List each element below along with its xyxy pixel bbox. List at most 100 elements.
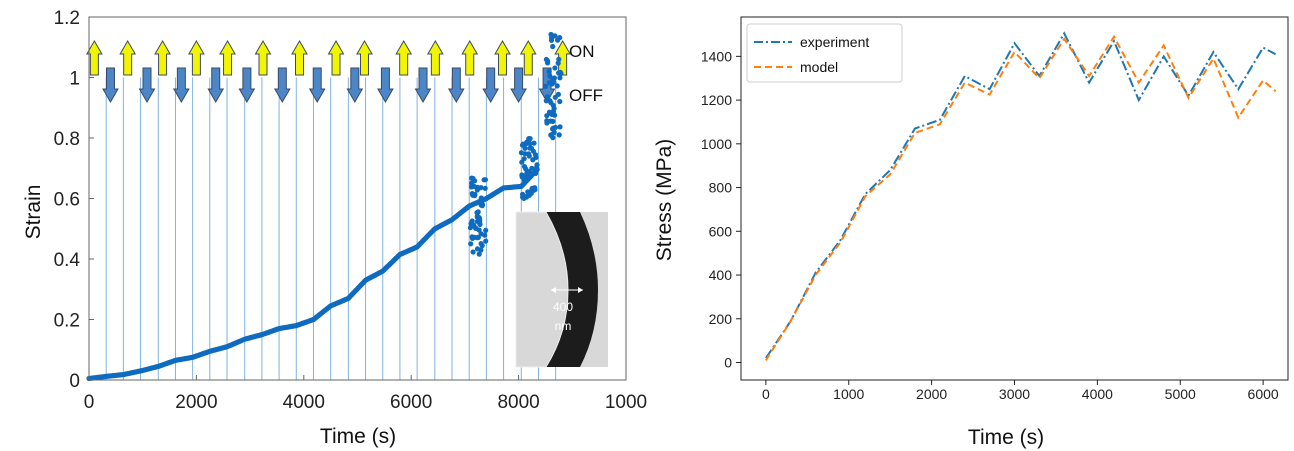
on-arrow-5 <box>254 39 272 76</box>
on-arrow-9 <box>395 39 413 76</box>
strain-scatter-point <box>521 177 527 183</box>
off-label: OFF <box>569 86 603 105</box>
strain-scatter-point <box>550 118 556 124</box>
sem-inset-image: 400 nm <box>515 211 608 368</box>
strain-scatter-point <box>556 70 562 76</box>
strain-scatter-point <box>521 156 527 162</box>
strain-scatter-point <box>551 75 558 81</box>
strain-y-tick-label: 1.2 <box>54 8 80 29</box>
strain-scatter-point <box>556 132 562 138</box>
stress-chart: 0 1000 2000 3000 4000 5000 6000 0 200 400 600 800 10… <box>653 16 1289 449</box>
strain-scatter-point <box>555 37 561 43</box>
inset-scale-value: 400 <box>553 300 573 314</box>
strain-y-tick-label: 0 <box>69 371 80 392</box>
on-label: ON <box>569 42 595 61</box>
strain-scatter-point <box>551 79 557 85</box>
stress-axes: 0 1000 2000 3000 4000 5000 6000 0 200 400 600 800 10… <box>701 48 1279 402</box>
on-arrow-1 <box>119 39 137 76</box>
strain-scatter-point <box>545 60 551 66</box>
strain-scatter-point <box>523 194 530 200</box>
strain-scatter-point <box>476 251 482 257</box>
strain-scatter-point <box>543 98 549 104</box>
stress-y-axis-label: Stress (MPa) <box>653 139 676 262</box>
strain-x-axis-label: Time (s) <box>320 425 396 448</box>
strain-scatter-point <box>532 152 539 158</box>
off-arrow-9 <box>414 67 432 104</box>
on-arrow-2 <box>154 39 171 76</box>
strain-x-tick-label: 2000 <box>175 392 217 413</box>
off-arrow-5 <box>273 67 291 104</box>
off-arrow-7 <box>346 67 364 104</box>
strain-scatter-point <box>470 249 476 255</box>
strain-scatter-point <box>481 177 487 183</box>
on-arrow-12 <box>494 39 511 76</box>
stress-y-tick-label: 1400 <box>701 48 732 64</box>
strain-scatter-point <box>477 216 483 222</box>
inset-scale-unit: nm <box>555 319 572 333</box>
on-arrow-4 <box>219 39 236 76</box>
legend-label-experiment: experiment <box>800 34 869 50</box>
strain-scatter-point <box>542 83 549 89</box>
on-arrow-6 <box>291 39 308 76</box>
strain-scatter-point <box>556 56 562 62</box>
strain-scatter-point <box>478 185 484 191</box>
off-arrow-8 <box>377 67 394 104</box>
on-arrow-3 <box>188 39 205 76</box>
strain-scatter-point <box>483 238 489 244</box>
on-arrow-8 <box>356 39 373 76</box>
on-arrow-13 <box>519 39 537 76</box>
strain-scatter-point <box>546 80 553 86</box>
strain-scatter-point <box>467 225 473 231</box>
on-arrow-10 <box>426 39 444 76</box>
strain-scatter-point <box>520 191 526 197</box>
stress-y-tick-label: 1000 <box>701 136 732 152</box>
strain-scatter-point <box>519 172 525 178</box>
strain-scatter-point <box>471 234 478 240</box>
strain-scatter-point <box>544 94 551 100</box>
strain-points <box>86 31 564 382</box>
series-line-model <box>765 34 1277 361</box>
off-arrow-2 <box>172 67 190 104</box>
stress-y-tick-label: 1200 <box>701 92 732 108</box>
strain-scatter-point <box>526 136 532 142</box>
strain-y-tick-label: 0.8 <box>54 129 80 150</box>
stress-y-tick-label: 200 <box>709 311 733 327</box>
strain-x-tick-label: 6000 <box>390 392 432 413</box>
strain-scatter-point <box>548 37 555 43</box>
strain-scatter-point <box>479 243 485 249</box>
off-arrow-11 <box>482 67 500 104</box>
strain-scatter-point <box>531 140 537 146</box>
strain-scatter-point <box>547 73 553 79</box>
strain-scatter-point <box>528 172 534 178</box>
strain-scatter-point <box>557 124 563 130</box>
stress-x-axis-label: Time (s) <box>968 426 1044 449</box>
strain-scatter-point <box>521 164 528 170</box>
strain-y-tick-label: 0.2 <box>54 311 80 332</box>
stress-x-tick-label: 5000 <box>1165 386 1196 402</box>
strain-scatter-point <box>546 68 552 75</box>
stress-x-tick-label: 0 <box>762 386 770 402</box>
strain-scatter-point <box>557 98 563 105</box>
off-arrow-3 <box>207 67 225 104</box>
strain-scatter-point <box>483 227 489 233</box>
strain-y-tick-label: 0.4 <box>54 250 81 271</box>
strain-y-axis-label: Strain <box>22 185 45 240</box>
strain-scatter-point <box>552 94 558 100</box>
off-arrow-1 <box>138 67 156 104</box>
off-arrow-10 <box>447 67 465 104</box>
on-arrow-11 <box>461 39 479 76</box>
off-arrow-0 <box>102 67 119 104</box>
strain-scatter-point <box>548 31 554 38</box>
stress-x-tick-label: 3000 <box>999 386 1030 402</box>
stress-legend: experiment model <box>746 23 903 83</box>
stress-x-tick-label: 2000 <box>916 386 947 402</box>
strain-scatter-point <box>482 232 488 238</box>
strain-scatter-point <box>550 43 556 50</box>
strain-scatter-point <box>552 33 558 39</box>
strain-scatter-point <box>469 175 475 181</box>
stress-series <box>765 31 1277 361</box>
on-off-arrows <box>86 39 571 104</box>
stress-y-tick-label: 800 <box>709 180 733 196</box>
